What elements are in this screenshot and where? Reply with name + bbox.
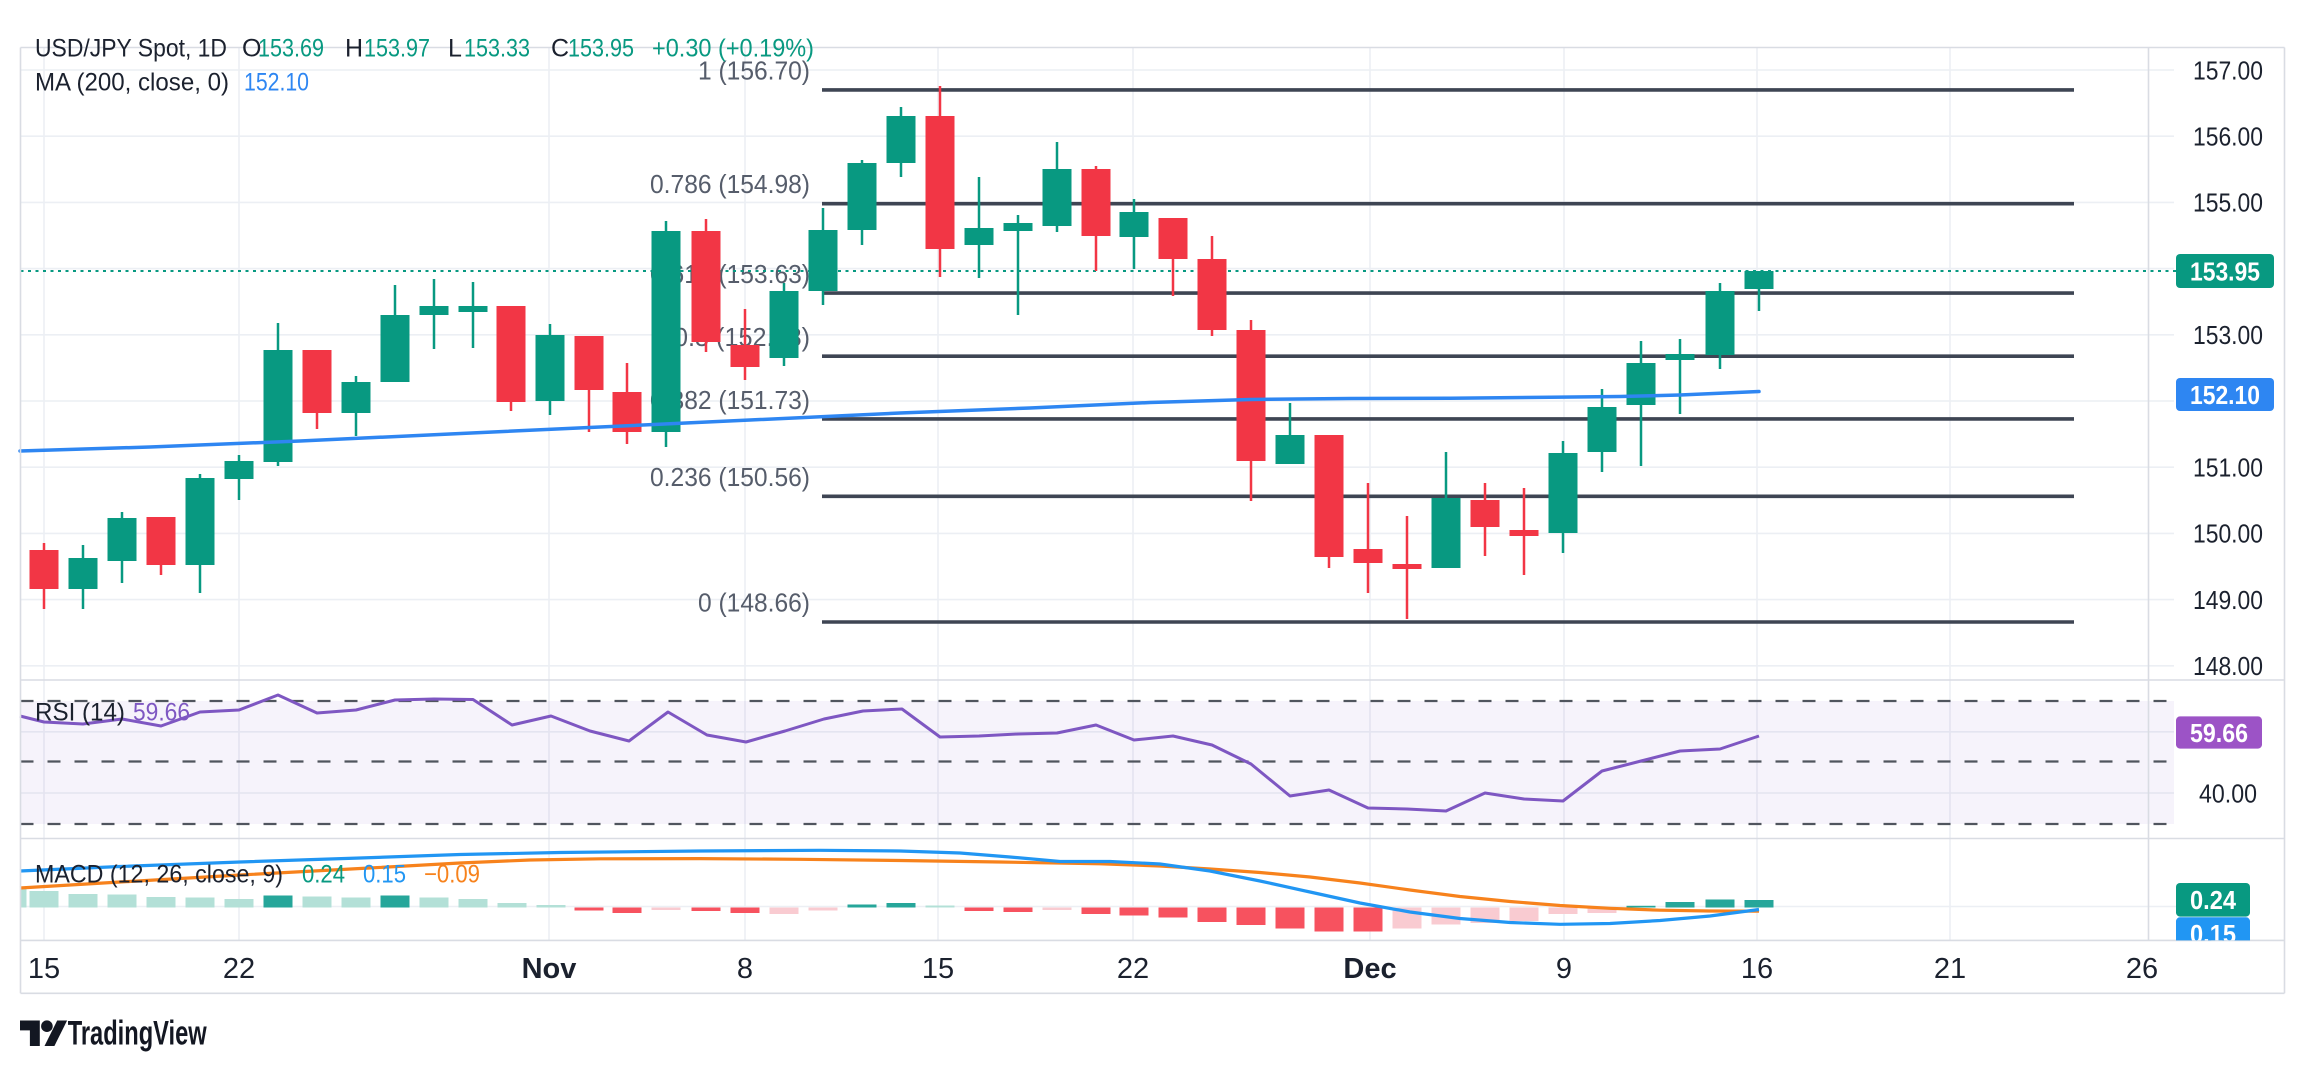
svg-text:21: 21 <box>1934 953 1966 985</box>
svg-text:0.24: 0.24 <box>302 861 345 889</box>
svg-text:22: 22 <box>223 953 255 985</box>
svg-text:40.00: 40.00 <box>2199 778 2257 808</box>
svg-text:8: 8 <box>737 953 753 985</box>
svg-text:0 (148.66): 0 (148.66) <box>698 588 810 618</box>
svg-text:152.10: 152.10 <box>2190 380 2260 410</box>
svg-text:RSI (14): RSI (14) <box>35 699 125 727</box>
svg-text:153.69: 153.69 <box>258 35 324 63</box>
svg-text:22: 22 <box>1117 953 1149 985</box>
svg-text:153.97: 153.97 <box>364 35 430 63</box>
svg-text:MA (200, close, 0): MA (200, close, 0) <box>35 69 229 97</box>
svg-text:0.236 (150.56): 0.236 (150.56) <box>650 462 810 492</box>
svg-text:0.15: 0.15 <box>2190 919 2236 949</box>
svg-text:153.95: 153.95 <box>2190 256 2260 286</box>
svg-text:152.10: 152.10 <box>244 69 309 97</box>
svg-text:USD/JPY Spot, 1D: USD/JPY Spot, 1D <box>35 35 227 63</box>
svg-text:C: C <box>551 35 569 63</box>
svg-text:157.00: 157.00 <box>2193 55 2263 85</box>
svg-text:15: 15 <box>922 953 954 985</box>
svg-text:H: H <box>345 35 363 63</box>
svg-text:153.33: 153.33 <box>464 35 530 63</box>
svg-text:0.786 (154.98): 0.786 (154.98) <box>650 169 810 199</box>
svg-text:O: O <box>242 35 261 63</box>
svg-text:MACD (12, 26, close, 9): MACD (12, 26, close, 9) <box>35 861 283 889</box>
svg-text:16: 16 <box>1741 953 1773 985</box>
svg-text:148.00: 148.00 <box>2193 651 2263 681</box>
svg-text:TradingView: TradingView <box>68 1015 207 1053</box>
svg-text:150.00: 150.00 <box>2193 519 2263 549</box>
svg-text:26: 26 <box>2126 953 2158 985</box>
svg-text:59.66: 59.66 <box>133 699 190 727</box>
svg-text:155.00: 155.00 <box>2193 188 2263 218</box>
svg-text:149.00: 149.00 <box>2193 585 2263 615</box>
svg-text:−0.09: −0.09 <box>424 861 480 889</box>
svg-text:1 (156.70): 1 (156.70) <box>698 56 810 86</box>
svg-text:151.00: 151.00 <box>2193 453 2263 483</box>
svg-text:Dec: Dec <box>1343 953 1396 985</box>
svg-text:L: L <box>448 35 462 63</box>
svg-text:0.15: 0.15 <box>363 861 406 889</box>
svg-text:156.00: 156.00 <box>2193 122 2263 152</box>
svg-text:Nov: Nov <box>522 953 577 985</box>
svg-text:153.95: 153.95 <box>568 35 634 63</box>
svg-text:15: 15 <box>28 953 60 985</box>
svg-text:153.00: 153.00 <box>2193 320 2263 350</box>
svg-text:+0.30 (+0.19%): +0.30 (+0.19%) <box>652 35 814 63</box>
svg-text:0.24: 0.24 <box>2190 885 2236 915</box>
svg-text:59.66: 59.66 <box>2190 718 2248 748</box>
svg-text:9: 9 <box>1556 953 1572 985</box>
